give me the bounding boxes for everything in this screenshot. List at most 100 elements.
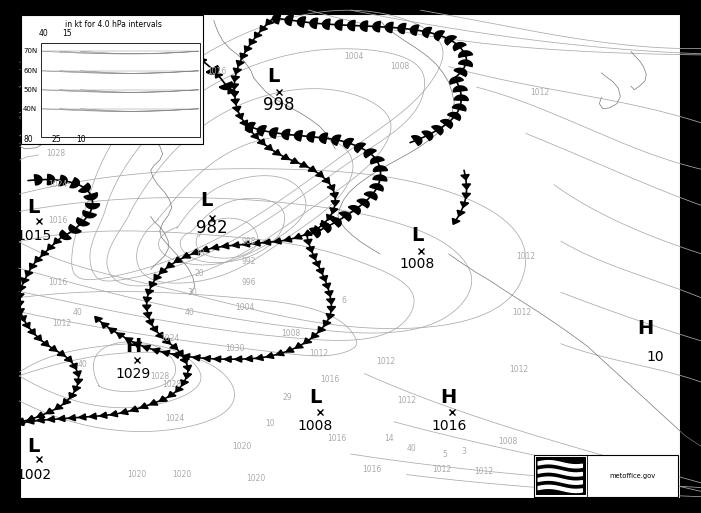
Text: 1016: 1016 bbox=[431, 419, 466, 433]
Polygon shape bbox=[83, 211, 96, 218]
Polygon shape bbox=[461, 174, 469, 180]
Text: 1024: 1024 bbox=[48, 180, 67, 189]
Polygon shape bbox=[285, 15, 293, 26]
Polygon shape bbox=[330, 192, 339, 198]
Text: H: H bbox=[440, 388, 457, 407]
Polygon shape bbox=[230, 92, 238, 97]
Polygon shape bbox=[323, 320, 331, 326]
Text: 1030: 1030 bbox=[225, 344, 245, 353]
Text: 1002: 1002 bbox=[16, 467, 51, 482]
Polygon shape bbox=[17, 418, 25, 424]
Polygon shape bbox=[398, 24, 406, 34]
Text: 996: 996 bbox=[242, 278, 256, 287]
Polygon shape bbox=[182, 252, 191, 258]
Polygon shape bbox=[339, 212, 351, 221]
Bar bbox=[41, 43, 200, 137]
Polygon shape bbox=[16, 309, 25, 314]
Polygon shape bbox=[240, 120, 247, 126]
Polygon shape bbox=[27, 416, 35, 421]
Text: 40N: 40N bbox=[23, 106, 37, 112]
Text: 30: 30 bbox=[188, 288, 198, 297]
Polygon shape bbox=[364, 149, 376, 157]
Polygon shape bbox=[315, 171, 324, 177]
Polygon shape bbox=[89, 413, 97, 419]
Polygon shape bbox=[55, 404, 63, 409]
Polygon shape bbox=[49, 346, 57, 351]
Polygon shape bbox=[149, 34, 157, 44]
Text: 29: 29 bbox=[283, 393, 292, 402]
Polygon shape bbox=[180, 358, 188, 363]
Text: 1012: 1012 bbox=[432, 465, 451, 474]
Text: 998: 998 bbox=[264, 96, 294, 114]
Text: 80: 80 bbox=[23, 135, 33, 144]
Text: 40: 40 bbox=[78, 360, 88, 369]
Polygon shape bbox=[15, 301, 24, 306]
Text: 1012: 1012 bbox=[512, 308, 532, 318]
Polygon shape bbox=[335, 20, 343, 30]
Text: L: L bbox=[200, 190, 213, 210]
Polygon shape bbox=[110, 411, 118, 417]
Text: 70N: 70N bbox=[23, 48, 37, 54]
Polygon shape bbox=[142, 305, 151, 310]
Polygon shape bbox=[282, 129, 290, 140]
Text: 1012: 1012 bbox=[474, 467, 494, 477]
Polygon shape bbox=[34, 175, 42, 185]
Polygon shape bbox=[176, 350, 183, 356]
Text: 40: 40 bbox=[39, 29, 48, 38]
Polygon shape bbox=[260, 26, 268, 31]
Polygon shape bbox=[458, 51, 472, 57]
Text: 25: 25 bbox=[51, 135, 61, 144]
Text: 1012: 1012 bbox=[52, 319, 72, 328]
Polygon shape bbox=[331, 201, 339, 206]
Polygon shape bbox=[95, 317, 102, 322]
Polygon shape bbox=[325, 291, 333, 297]
Polygon shape bbox=[327, 185, 335, 190]
Polygon shape bbox=[322, 177, 329, 184]
Text: 5: 5 bbox=[443, 449, 447, 459]
Polygon shape bbox=[327, 214, 334, 220]
Polygon shape bbox=[201, 246, 210, 252]
Text: 1016: 1016 bbox=[207, 67, 227, 76]
Polygon shape bbox=[281, 154, 290, 160]
Polygon shape bbox=[232, 242, 239, 248]
Polygon shape bbox=[156, 332, 163, 338]
Polygon shape bbox=[228, 88, 236, 94]
Polygon shape bbox=[245, 127, 252, 133]
Polygon shape bbox=[322, 283, 331, 289]
Polygon shape bbox=[308, 166, 316, 171]
Text: 1012: 1012 bbox=[376, 357, 395, 366]
Polygon shape bbox=[109, 328, 117, 333]
Polygon shape bbox=[310, 18, 318, 28]
Text: 10: 10 bbox=[195, 249, 205, 259]
Polygon shape bbox=[264, 145, 273, 150]
Text: 1016: 1016 bbox=[158, 113, 178, 123]
Polygon shape bbox=[130, 406, 138, 412]
Polygon shape bbox=[245, 46, 252, 52]
Text: 1004: 1004 bbox=[236, 303, 255, 312]
Polygon shape bbox=[348, 21, 355, 31]
Polygon shape bbox=[18, 315, 27, 322]
Polygon shape bbox=[462, 193, 470, 199]
Polygon shape bbox=[224, 356, 231, 362]
Polygon shape bbox=[256, 354, 264, 361]
Polygon shape bbox=[236, 61, 244, 66]
Polygon shape bbox=[365, 192, 377, 200]
Polygon shape bbox=[35, 256, 42, 262]
Polygon shape bbox=[326, 313, 334, 319]
Polygon shape bbox=[240, 53, 247, 59]
Polygon shape bbox=[143, 297, 151, 303]
Polygon shape bbox=[150, 326, 158, 332]
Polygon shape bbox=[233, 68, 241, 74]
Polygon shape bbox=[199, 58, 207, 64]
Polygon shape bbox=[203, 356, 210, 362]
Polygon shape bbox=[149, 282, 157, 287]
Text: 1008: 1008 bbox=[498, 437, 518, 446]
Polygon shape bbox=[330, 208, 338, 213]
Polygon shape bbox=[160, 268, 168, 273]
Polygon shape bbox=[297, 17, 306, 27]
Polygon shape bbox=[101, 323, 109, 328]
Polygon shape bbox=[327, 307, 336, 312]
Text: in kt for 4.0 hPa intervals: in kt for 4.0 hPa intervals bbox=[65, 20, 162, 29]
Text: 14: 14 bbox=[384, 434, 394, 443]
Polygon shape bbox=[410, 25, 418, 35]
